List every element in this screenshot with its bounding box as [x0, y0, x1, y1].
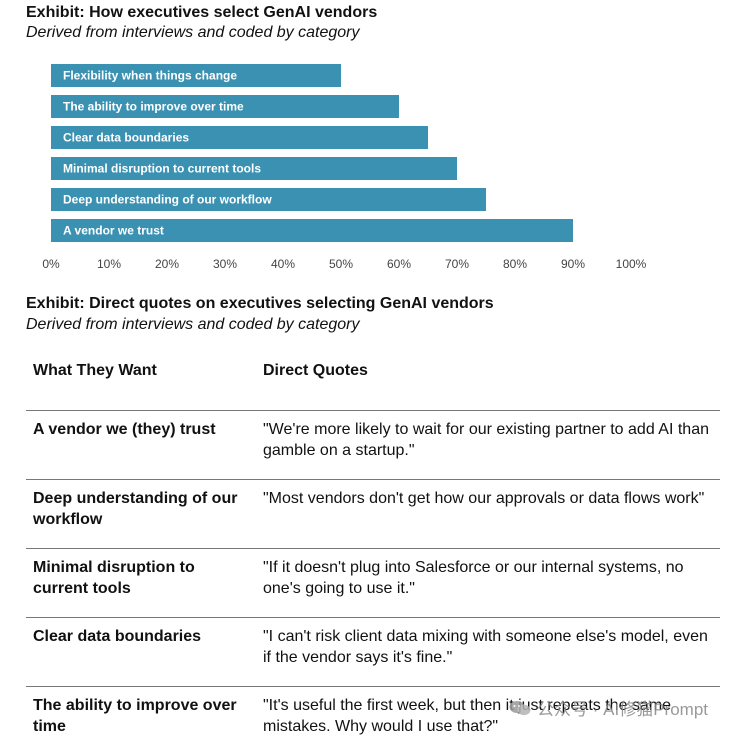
table-row: A vendor we (they) trust "We're more lik… [26, 411, 720, 480]
bar-label: Clear data boundaries [63, 131, 189, 145]
x-tick-label: 90% [561, 257, 585, 271]
x-tick-label: 50% [329, 257, 353, 271]
bar-label: The ability to improve over time [63, 100, 244, 114]
quote-cell: "I can't risk client data mixing with so… [256, 618, 720, 687]
watermark-text: 公众号 · AI修猫Prompt [537, 695, 708, 720]
quote-cell: "Most vendors don't get how our approval… [256, 480, 720, 549]
want-cell: Deep understanding of our workflow [26, 480, 256, 549]
bar-chart: Flexibility when things change The abilit… [0, 54, 730, 276]
table-title: Exhibit: Direct quotes on executives sel… [26, 295, 494, 313]
table-row: Deep understanding of our workflow "Most… [26, 480, 720, 549]
bar-label: Minimal disruption to current tools [63, 162, 261, 176]
x-tick-label: 20% [155, 257, 179, 271]
x-tick-label: 60% [387, 257, 411, 271]
want-cell: The ability to improve over time [26, 687, 256, 755]
chart-title: Exhibit: How executives select GenAI ven… [26, 4, 377, 22]
x-tick-label: 70% [445, 257, 469, 271]
bar-label: Flexibility when things change [63, 69, 237, 83]
bar-label: A vendor we trust [63, 224, 164, 238]
wechat-icon [509, 700, 531, 716]
watermark: 公众号 · AI修猫Prompt [509, 695, 708, 720]
table-header-row: What They Want Direct Quotes [26, 346, 720, 411]
bar-label: Deep understanding of our workflow [63, 193, 272, 207]
x-tick-label: 30% [213, 257, 237, 271]
table-row: Clear data boundaries "I can't risk clie… [26, 618, 720, 687]
column-header-want: What They Want [26, 346, 256, 411]
quotes-table: What They Want Direct Quotes A vendor we… [26, 346, 720, 755]
quote-cell: "We're more likely to wait for our exist… [256, 411, 720, 480]
want-cell: A vendor we (they) trust [26, 411, 256, 480]
x-tick-label: 0% [42, 257, 60, 271]
want-cell: Minimal disruption to current tools [26, 549, 256, 618]
quote-cell: "If it doesn't plug into Salesforce or o… [256, 549, 720, 618]
chart-subtitle: Derived from interviews and coded by cat… [26, 24, 360, 42]
x-tick-label: 40% [271, 257, 295, 271]
table-subtitle: Derived from interviews and coded by cat… [26, 316, 360, 334]
x-tick-label: 100% [616, 257, 647, 271]
x-tick-label: 10% [97, 257, 121, 271]
column-header-quotes: Direct Quotes [256, 346, 720, 411]
table-row: Minimal disruption to current tools "If … [26, 549, 720, 618]
want-cell: Clear data boundaries [26, 618, 256, 687]
x-tick-label: 80% [503, 257, 527, 271]
